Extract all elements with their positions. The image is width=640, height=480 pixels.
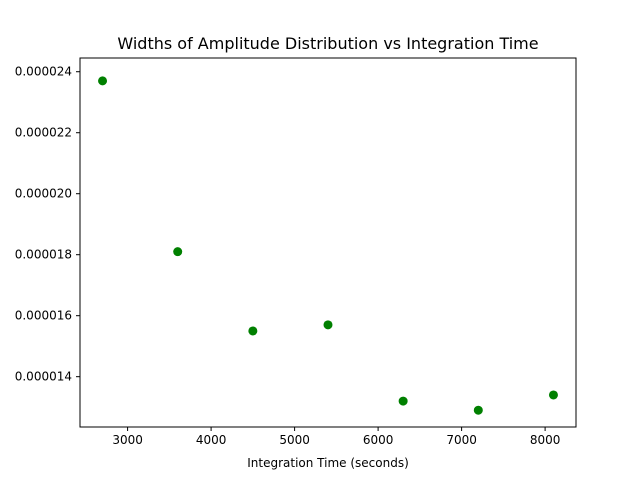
x-axis-ticks: 3000 4000 5000 6000 7000 8000 xyxy=(112,427,560,447)
plot-area xyxy=(79,57,577,428)
data-points xyxy=(98,76,558,415)
y-tick-label: 0.000016 xyxy=(15,309,72,323)
y-tick-label: 0.000014 xyxy=(15,370,72,384)
x-tick-label: 8000 xyxy=(530,433,561,447)
chart-title: Widths of Amplitude Distribution vs Inte… xyxy=(117,34,538,53)
y-tick-label: 0.000024 xyxy=(15,65,72,79)
data-point xyxy=(98,76,108,86)
x-tick-label: 3000 xyxy=(112,433,143,447)
x-tick-label: 7000 xyxy=(446,433,477,447)
data-point xyxy=(473,405,483,415)
y-tick-label: 0.000020 xyxy=(15,187,72,201)
data-point xyxy=(248,326,258,336)
x-tick-label: 4000 xyxy=(196,433,227,447)
y-axis-ticks: 0.000014 0.000016 0.000018 0.000020 0.000022… xyxy=(15,65,80,384)
data-point xyxy=(323,320,333,330)
x-tick-label: 6000 xyxy=(363,433,394,447)
x-tick-label: 5000 xyxy=(279,433,310,447)
y-tick-label: 0.000022 xyxy=(15,126,72,140)
data-point xyxy=(398,396,408,406)
y-tick-label: 0.000018 xyxy=(15,248,72,262)
x-axis-label: Integration Time (seconds) xyxy=(247,456,409,470)
data-point xyxy=(548,390,558,400)
data-point xyxy=(173,247,183,257)
